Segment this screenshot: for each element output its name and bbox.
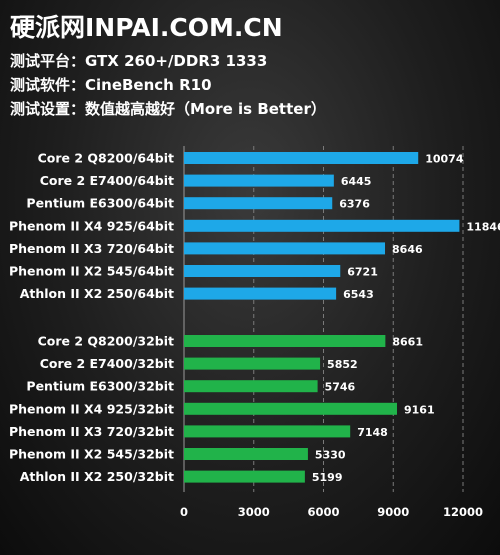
category-label: Core 2 E7400/64bit (40, 173, 174, 188)
category-label: Athlon II X2 250/32bit (20, 469, 174, 484)
bar (184, 448, 308, 460)
bar (184, 470, 305, 483)
data-label: 9161 (404, 403, 435, 416)
data-label: 11846 (466, 220, 500, 233)
bar (184, 174, 334, 187)
test-settings-text: 测试设置：数值越高越好（More is Better） (10, 100, 326, 118)
x-tick-label: 0 (180, 505, 188, 519)
data-label: 5330 (315, 449, 346, 462)
bar (184, 197, 333, 210)
data-label: 5746 (325, 381, 356, 394)
category-label: Athlon II X2 250/64bit (20, 286, 174, 301)
data-label: 6445 (341, 175, 372, 188)
data-label: 6721 (347, 266, 378, 279)
category-label: Phenom II X2 545/32bit (9, 447, 174, 462)
data-label: 8661 (392, 336, 423, 349)
data-label: 6376 (339, 198, 370, 211)
category-label: Phenom II X3 720/32bit (9, 424, 174, 439)
test-platform-text: 测试平台：GTX 260+/DDR3 1333 (10, 52, 268, 70)
x-tick-label: 3000 (238, 505, 270, 519)
bar (184, 287, 337, 300)
category-label: Core 2 E7400/32bit (40, 356, 174, 371)
data-label: 10074 (425, 153, 464, 166)
category-label: Core 2 Q8200/64bit (38, 151, 174, 166)
category-label: Phenom II X4 925/64bit (9, 218, 174, 233)
category-label: Core 2 Q8200/32bit (38, 334, 174, 349)
category-label: Pentium E6300/32bit (26, 379, 174, 394)
data-label: 8646 (392, 243, 423, 256)
category-label: Phenom II X3 720/64bit (9, 241, 174, 256)
data-label: 7148 (357, 426, 388, 439)
bar (184, 152, 419, 164)
bar (184, 402, 397, 415)
x-tick-label: 6000 (307, 505, 339, 519)
bar (184, 242, 386, 255)
category-label: Pentium E6300/64bit (26, 196, 174, 211)
data-label: 5199 (312, 471, 343, 484)
bar (184, 357, 321, 370)
bar (184, 380, 318, 393)
x-tick-label: 9000 (377, 505, 409, 519)
category-label: Phenom II X4 925/32bit (9, 401, 174, 416)
x-tick-label: 12000 (443, 505, 483, 519)
category-label: Phenom II X2 545/64bit (9, 264, 174, 279)
bar (184, 219, 460, 232)
data-label: 5852 (327, 358, 358, 371)
chart-title: 硬派网INPAI.COM.CN (10, 13, 283, 42)
bar (184, 265, 341, 277)
bar (184, 335, 386, 347)
data-label: 6543 (343, 288, 374, 301)
test-software-text: 测试软件：CineBench R10 (10, 76, 212, 94)
bar (184, 425, 351, 438)
